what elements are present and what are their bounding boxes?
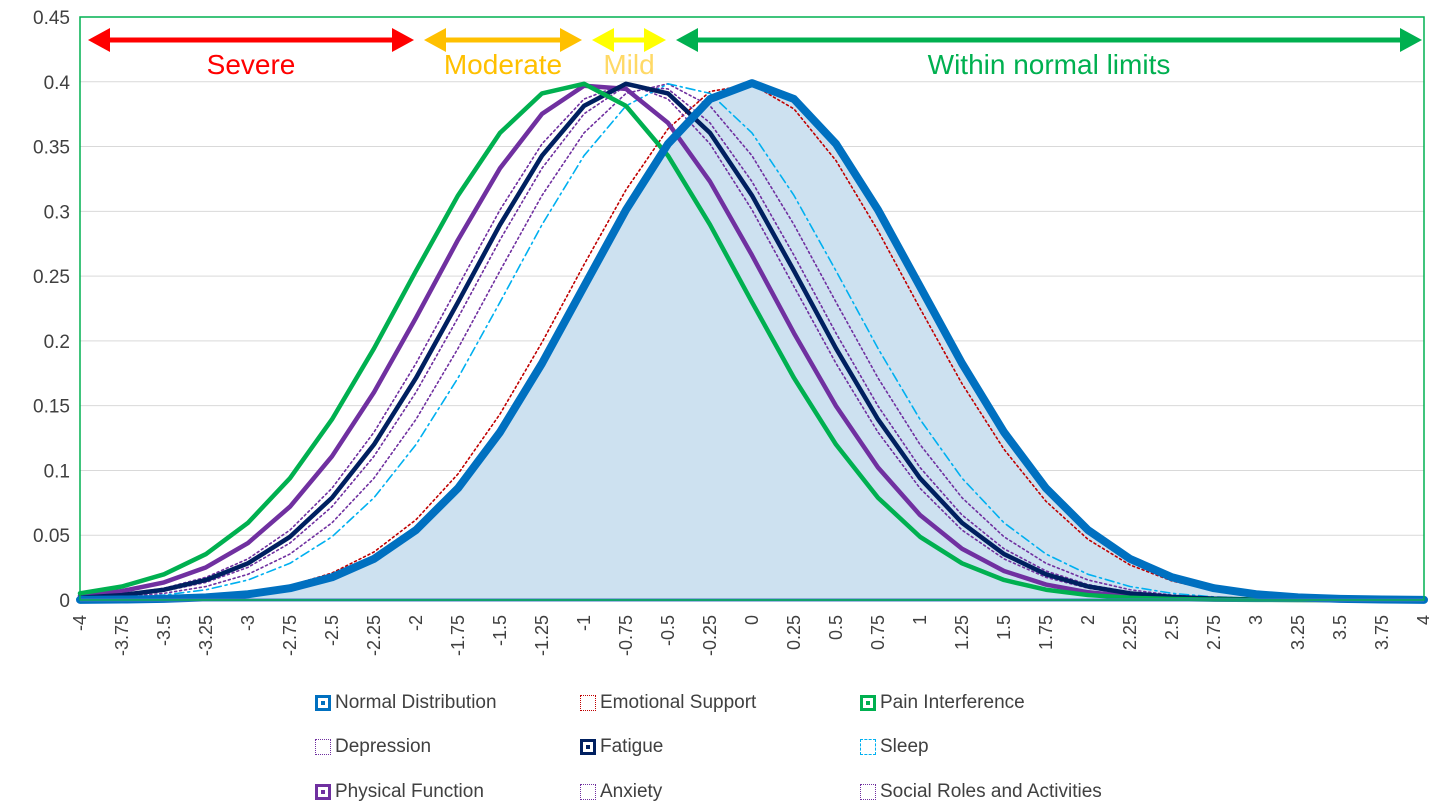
legend-label: Normal Distribution [335, 692, 497, 713]
y-tick-label: 0.35 [33, 138, 70, 159]
legend-item: Sleep [860, 736, 929, 758]
legend-swatch [315, 695, 331, 711]
x-tick-label: -1.5 [490, 615, 510, 646]
range-arrowhead-left [424, 28, 446, 52]
legend-label: Pain Interference [880, 692, 1025, 713]
range-arrowhead-left [676, 28, 698, 52]
x-tick-label: 0.25 [784, 615, 804, 650]
legend-label: Physical Function [335, 781, 484, 802]
series-group [76, 79, 1428, 604]
legend-label: Sleep [880, 736, 929, 757]
x-tick-label: 0.5 [826, 615, 846, 640]
x-tick-label: -3.75 [112, 615, 132, 656]
legend-item: Normal Distribution [315, 692, 497, 714]
x-tick-label: -1.25 [532, 615, 552, 656]
range-label-within-normal-limits: Within normal limits [928, 49, 1171, 80]
x-tick-label: 1.25 [952, 615, 972, 650]
range-arrowhead-left [88, 28, 110, 52]
legend-label: Social Roles and Activities [880, 781, 1102, 802]
x-tick-label: 2.75 [1204, 615, 1224, 650]
x-tick-label: -2.25 [364, 615, 384, 656]
legend-swatch [860, 695, 876, 711]
legend-label: Depression [335, 736, 432, 757]
x-tick-label: 1.5 [994, 615, 1014, 640]
y-tick-label: 0.3 [44, 202, 70, 223]
x-tick-label: 1 [910, 615, 930, 625]
x-tick-label: -1 [574, 615, 594, 631]
range-arrowhead-right [560, 28, 582, 52]
x-axis-ticks: -4 -3.75 -3.5 -3.25 -3 -2.75 -2.5 -2.25 -2 -1.75 -… [70, 615, 1429, 656]
x-tick-label: 0.75 [868, 615, 888, 650]
x-tick-label: -4 [70, 615, 90, 631]
x-tick-label: 2.5 [1162, 615, 1182, 640]
y-tick-label: 0.25 [33, 267, 70, 288]
legend-label: Emotional Support [600, 692, 757, 713]
x-tick-label: -3.25 [196, 615, 216, 656]
y-tick-label: 0.4 [44, 73, 71, 94]
legend-item: Pain Interference [860, 692, 1025, 714]
normal-distribution-area [80, 83, 1424, 600]
x-tick-label: -3 [238, 615, 258, 631]
range-label-mild: Mild [603, 49, 654, 80]
y-tick-label: 0.2 [44, 332, 70, 353]
range-arrowhead-right [392, 28, 414, 52]
legend-swatch [860, 739, 876, 755]
legend: Normal Distribution Emotional Support Pain… [0, 686, 1429, 806]
legend-label: Anxiety [600, 781, 663, 802]
x-tick-label: 3.75 [1372, 615, 1392, 650]
legend-swatch [315, 739, 331, 755]
legend-swatch [860, 784, 876, 800]
x-tick-label: -2.75 [280, 615, 300, 656]
x-tick-label: -3.5 [154, 615, 174, 646]
severity-ranges: Severe Moderate Mild Within normal limits [88, 28, 1422, 80]
x-tick-label: -0.75 [616, 615, 636, 656]
x-tick-label: 3.5 [1330, 615, 1350, 640]
x-tick-label: -2.5 [322, 615, 342, 646]
legend-swatch [580, 695, 596, 711]
legend-swatch [580, 784, 596, 800]
legend-swatch [580, 739, 596, 755]
series-line-sleep [79, 82, 1425, 601]
legend-item: Physical Function [315, 781, 484, 803]
x-tick-label: -0.25 [700, 615, 720, 656]
x-tick-label: 3 [1246, 615, 1266, 625]
y-tick-label: 0.1 [44, 461, 70, 482]
legend-item: Emotional Support [580, 692, 756, 714]
y-tick-label: 0.45 [33, 8, 70, 29]
legend-label: Fatigue [600, 736, 664, 757]
legend-item: Fatigue [580, 736, 663, 758]
y-axis-ticks: 0 0.05 0.1 0.15 0.2 0.25 0.3 0.35 0.4 0.45 [33, 8, 70, 612]
x-tick-label: 0 [742, 615, 762, 625]
range-label-moderate: Moderate [444, 49, 562, 80]
range-arrowhead-left [592, 28, 614, 52]
range-arrowhead-right [1400, 28, 1422, 52]
y-tick-label: 0.15 [33, 397, 70, 418]
legend-item: Social Roles and Activities [860, 781, 1102, 803]
x-tick-label: -0.5 [658, 615, 678, 646]
x-tick-label: 4 [1414, 615, 1429, 625]
range-arrowhead-right [644, 28, 666, 52]
x-tick-label: -1.75 [448, 615, 468, 656]
series-line-normal-distribution [76, 79, 1428, 604]
legend-swatch [315, 784, 331, 800]
x-tick-label: 2.25 [1120, 615, 1140, 650]
chart: 0 0.05 0.1 0.15 0.2 0.25 0.3 0.35 0.4 0.45 -4 -3.7… [33, 8, 1429, 656]
y-tick-label: 0.05 [33, 526, 70, 547]
range-label-severe: Severe [207, 49, 296, 80]
y-tick-label: 0 [59, 591, 70, 612]
legend-item: Anxiety [580, 781, 662, 803]
plot-border [79, 16, 1425, 601]
x-tick-label: 3.25 [1288, 615, 1308, 650]
x-tick-label: -2 [406, 615, 426, 631]
x-tick-label: 2 [1078, 615, 1098, 625]
legend-item: Depression [315, 736, 431, 758]
x-tick-label: 1.75 [1036, 615, 1056, 650]
